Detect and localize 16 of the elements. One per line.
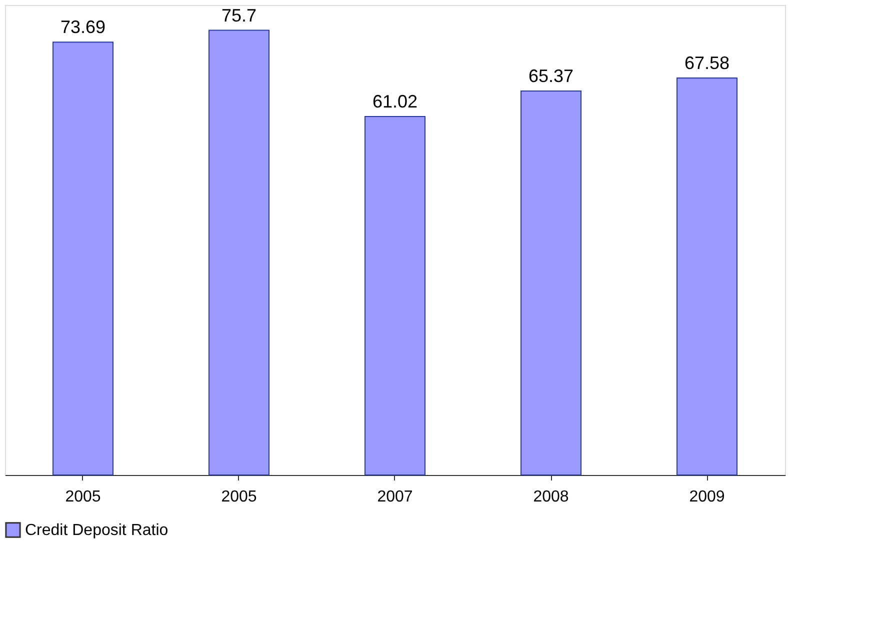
bar [520, 90, 582, 476]
data-label: 65.37 [528, 66, 574, 86]
bar [364, 116, 426, 476]
x-tick-label: 2009 [689, 488, 725, 506]
x-tick-label: 2007 [377, 488, 413, 506]
data-label: 61.02 [372, 92, 418, 112]
x-tick-label: 2005 [221, 488, 257, 506]
bar [52, 42, 114, 476]
legend-label: Credit Deposit Ratio [25, 522, 168, 539]
bar [208, 30, 270, 476]
x-tick-label: 2008 [533, 488, 569, 506]
bar [676, 77, 738, 476]
x-tick-label: 2005 [65, 488, 101, 506]
data-label: 67.58 [684, 52, 730, 73]
data-label: 73.69 [60, 17, 106, 38]
data-label: 75.7 [221, 5, 257, 26]
